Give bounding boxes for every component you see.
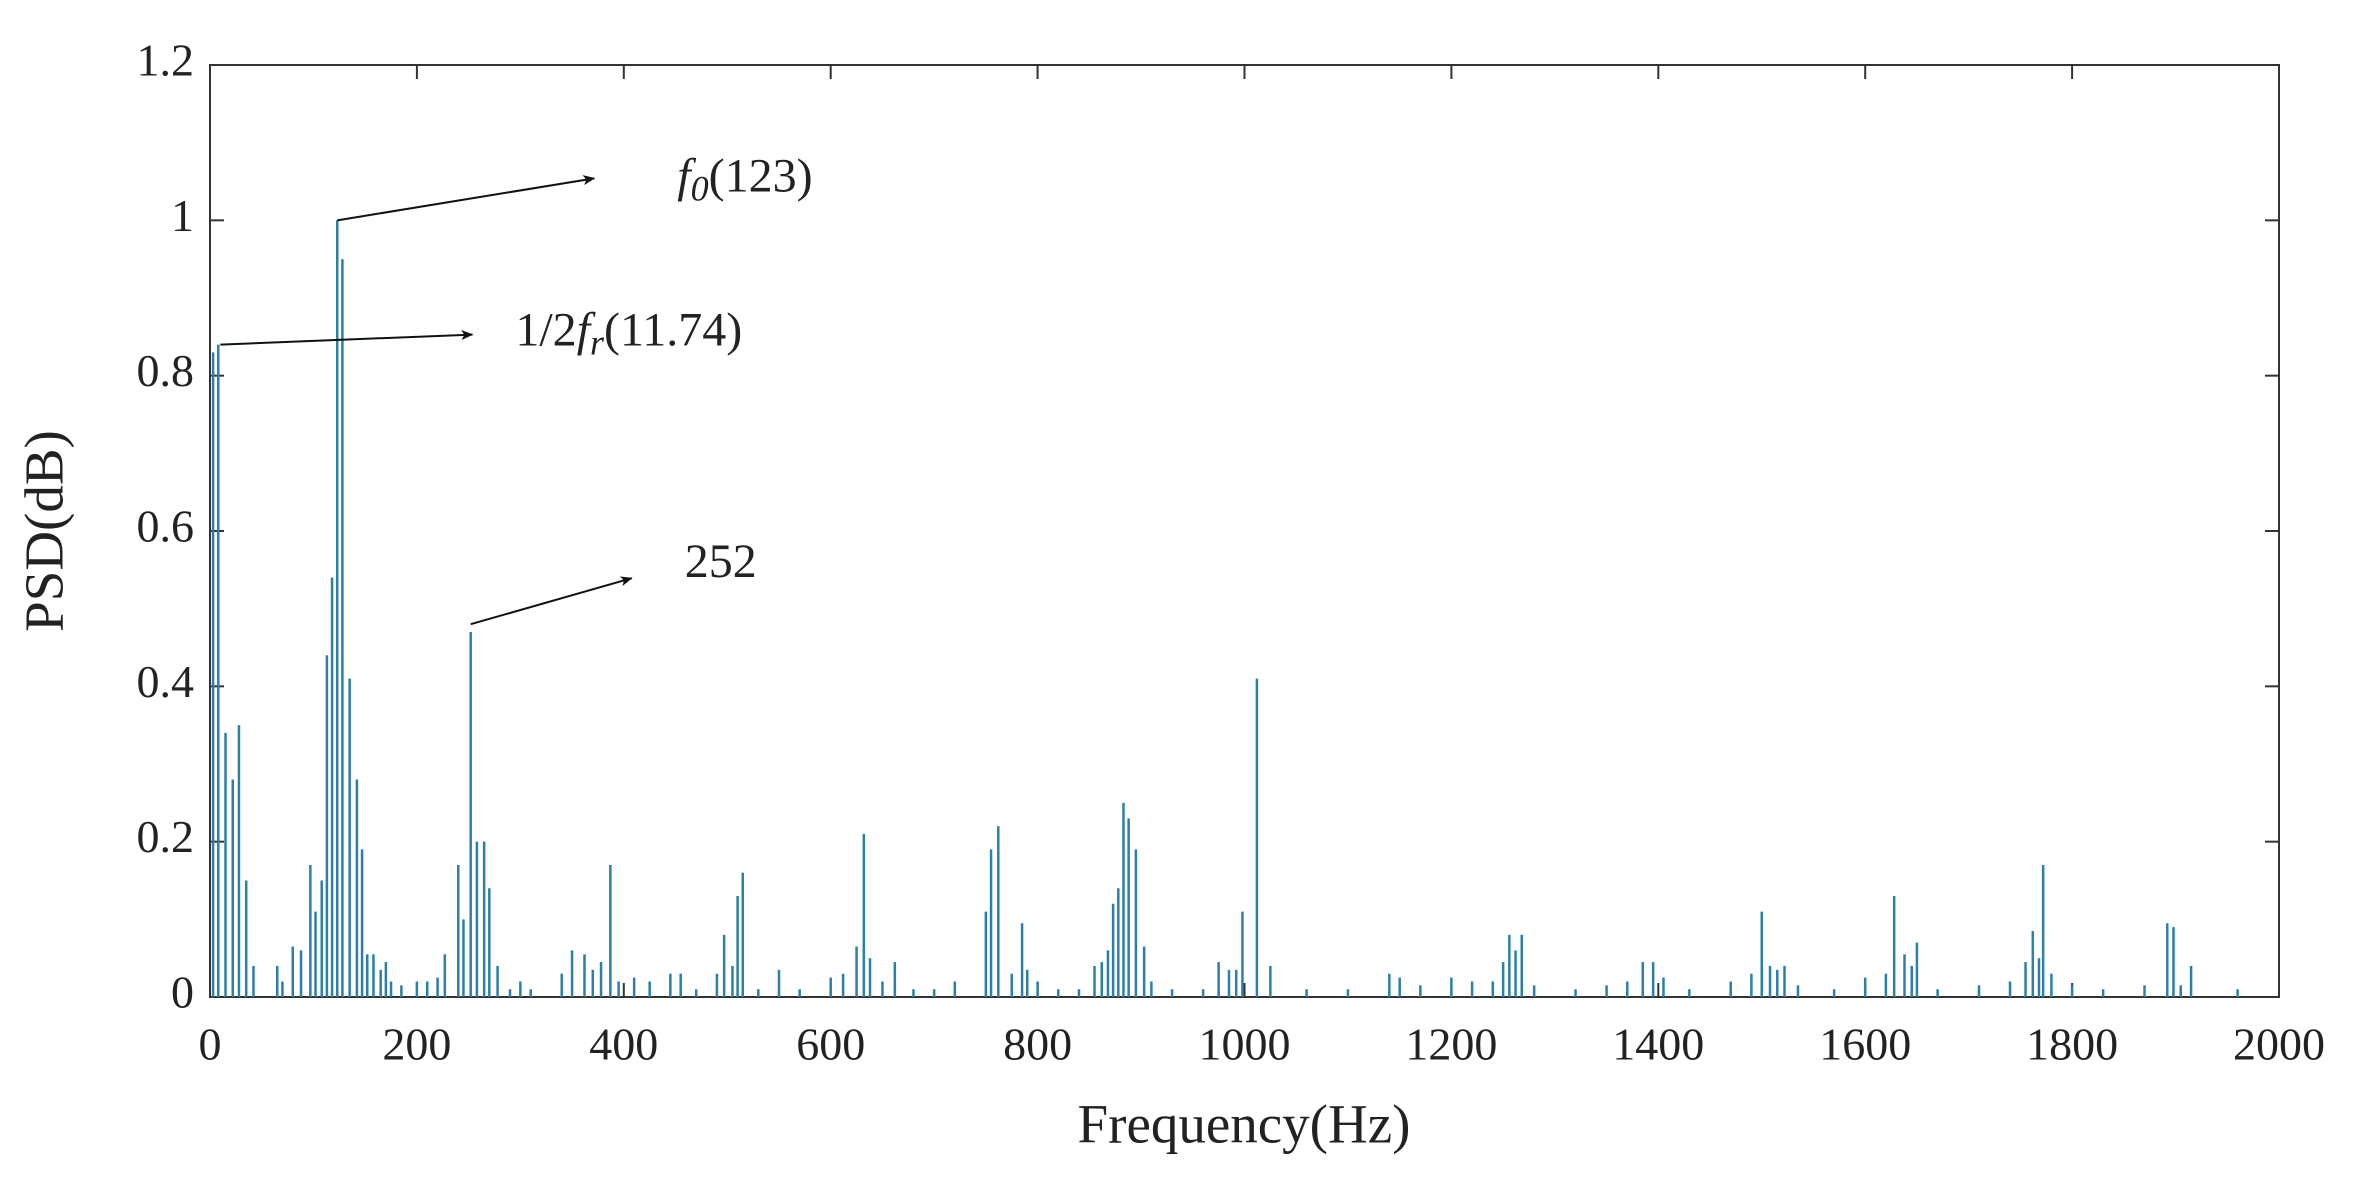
y-tick-label: 1 (171, 190, 194, 241)
annotation-part: 1/2 (515, 304, 576, 357)
x-tick-label: 0 (199, 1019, 222, 1070)
x-tick-label: 1200 (1405, 1019, 1497, 1070)
y-tick-label: 0 (171, 967, 194, 1018)
y-tick-label: 1.2 (137, 35, 195, 86)
x-tick-label: 800 (1003, 1019, 1072, 1070)
y-tick-label: 0.4 (137, 656, 195, 707)
annotation-arrow (470, 576, 633, 626)
x-tick-label: 1800 (2026, 1019, 2118, 1070)
x-tick-label: 200 (382, 1019, 451, 1070)
plot-frame (209, 64, 2280, 998)
annotation-arrow (337, 175, 596, 222)
x-axis-label: Frequency(Hz) (1078, 1094, 1411, 1155)
annotation-part: 0 (691, 169, 709, 209)
x-tick-label: 1000 (1199, 1019, 1291, 1070)
x-tick-label: 2000 (2233, 1019, 2325, 1070)
x-tick-label: 600 (796, 1019, 865, 1070)
y-tick-label: 0.6 (137, 501, 195, 552)
x-tick-label: 1400 (1612, 1019, 1704, 1070)
y-tick-label: 0.2 (137, 811, 195, 862)
annotation-arrow (220, 330, 474, 346)
y-tick-label: 0.8 (137, 345, 195, 396)
x-tick-label: 400 (589, 1019, 658, 1070)
annotation-part: (123) (709, 149, 813, 202)
annotation-part: r (590, 323, 605, 363)
x-tick-label: 1600 (1819, 1019, 1911, 1070)
annotation-label: 1/2fr(11.74) (515, 304, 742, 363)
annotation-label: f0(123) (677, 149, 812, 208)
y-axis-label: PSD(dB) (14, 430, 75, 632)
annotation-label: 252 (685, 535, 757, 588)
annotation-part: 252 (685, 535, 757, 588)
annotation-part: (11.74) (604, 304, 742, 357)
